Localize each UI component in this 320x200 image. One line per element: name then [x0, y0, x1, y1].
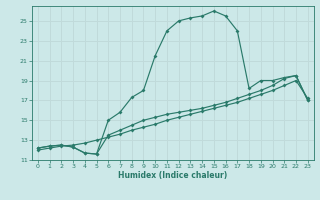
X-axis label: Humidex (Indice chaleur): Humidex (Indice chaleur) [118, 171, 228, 180]
